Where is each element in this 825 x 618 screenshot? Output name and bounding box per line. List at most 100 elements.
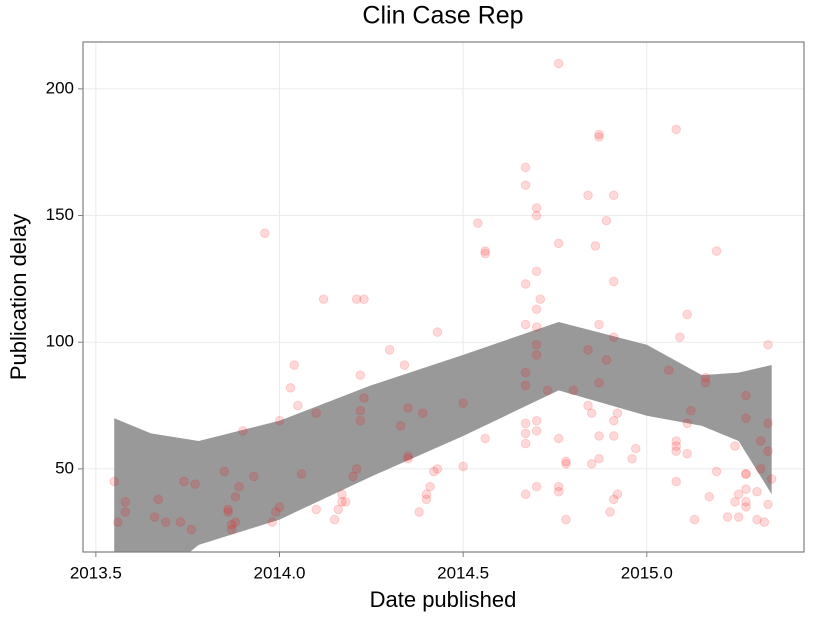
y-axis-label: Publication delay <box>6 214 31 380</box>
point <box>561 514 571 525</box>
point <box>421 494 432 505</box>
point <box>553 486 564 497</box>
point <box>403 453 413 464</box>
point <box>531 426 542 436</box>
point <box>223 504 233 515</box>
point <box>458 461 468 472</box>
x-tick-label: 2015.0 <box>621 563 673 582</box>
x-tick-label: 2013.5 <box>70 563 122 582</box>
point <box>594 129 604 140</box>
point <box>682 309 693 320</box>
point <box>553 238 564 249</box>
point <box>414 507 424 517</box>
point <box>630 443 641 454</box>
point <box>561 456 571 467</box>
point <box>741 469 751 479</box>
point <box>755 464 766 474</box>
point <box>531 304 542 315</box>
point <box>520 180 531 190</box>
point <box>741 502 751 512</box>
point <box>520 367 531 378</box>
point <box>333 504 344 515</box>
point <box>627 453 637 464</box>
point <box>741 497 751 507</box>
axes: 2013.5 2014.0 2014.5 2015.0 50 100 150 200 <box>46 78 673 582</box>
point <box>520 428 531 439</box>
point <box>274 415 285 426</box>
point <box>583 190 593 201</box>
point <box>318 294 329 304</box>
point <box>594 377 604 388</box>
point <box>234 481 244 492</box>
point <box>601 355 612 365</box>
point <box>226 524 237 535</box>
point <box>608 332 619 342</box>
point <box>531 350 542 360</box>
point <box>711 246 722 256</box>
point <box>763 339 773 350</box>
point <box>417 408 428 418</box>
point <box>730 497 740 507</box>
plot-border <box>82 41 805 553</box>
point <box>759 517 770 527</box>
point <box>226 519 237 530</box>
point <box>340 497 351 507</box>
point <box>120 497 131 507</box>
point <box>671 441 681 451</box>
point <box>311 408 322 418</box>
point <box>700 377 711 388</box>
point <box>675 332 685 342</box>
point <box>755 436 766 446</box>
point <box>608 415 619 426</box>
point <box>237 426 248 436</box>
point <box>700 372 711 383</box>
point <box>594 431 604 441</box>
point <box>403 451 413 462</box>
point <box>608 190 619 201</box>
point <box>473 218 483 228</box>
point <box>553 481 564 492</box>
point <box>480 246 490 256</box>
point <box>274 502 285 512</box>
point <box>531 210 542 221</box>
point <box>219 466 230 477</box>
point <box>553 433 564 444</box>
point <box>664 365 674 375</box>
point <box>741 390 751 401</box>
point <box>741 484 751 494</box>
point <box>149 512 160 522</box>
point <box>359 294 369 304</box>
point <box>351 294 362 304</box>
point <box>271 507 281 517</box>
point <box>355 405 366 416</box>
point <box>520 438 531 449</box>
point <box>285 383 296 393</box>
point <box>399 360 410 370</box>
point <box>520 279 531 289</box>
point <box>223 507 233 517</box>
point <box>594 319 604 330</box>
point <box>763 499 773 510</box>
y-tick-label: 50 <box>55 458 74 477</box>
point <box>561 459 571 469</box>
point <box>686 405 696 416</box>
point <box>520 319 531 330</box>
point <box>175 517 186 527</box>
point <box>329 514 340 525</box>
point <box>594 132 604 142</box>
point <box>337 489 347 500</box>
point <box>553 58 564 69</box>
point <box>160 517 171 527</box>
point <box>425 481 435 492</box>
x-tick-label: 2014.0 <box>254 563 306 582</box>
point <box>671 436 681 446</box>
point <box>608 431 619 441</box>
point <box>186 524 197 535</box>
point <box>428 466 439 477</box>
y-tick-label: 150 <box>46 205 74 224</box>
point <box>682 448 693 459</box>
point <box>689 514 700 525</box>
point <box>531 339 542 350</box>
point <box>741 469 751 479</box>
